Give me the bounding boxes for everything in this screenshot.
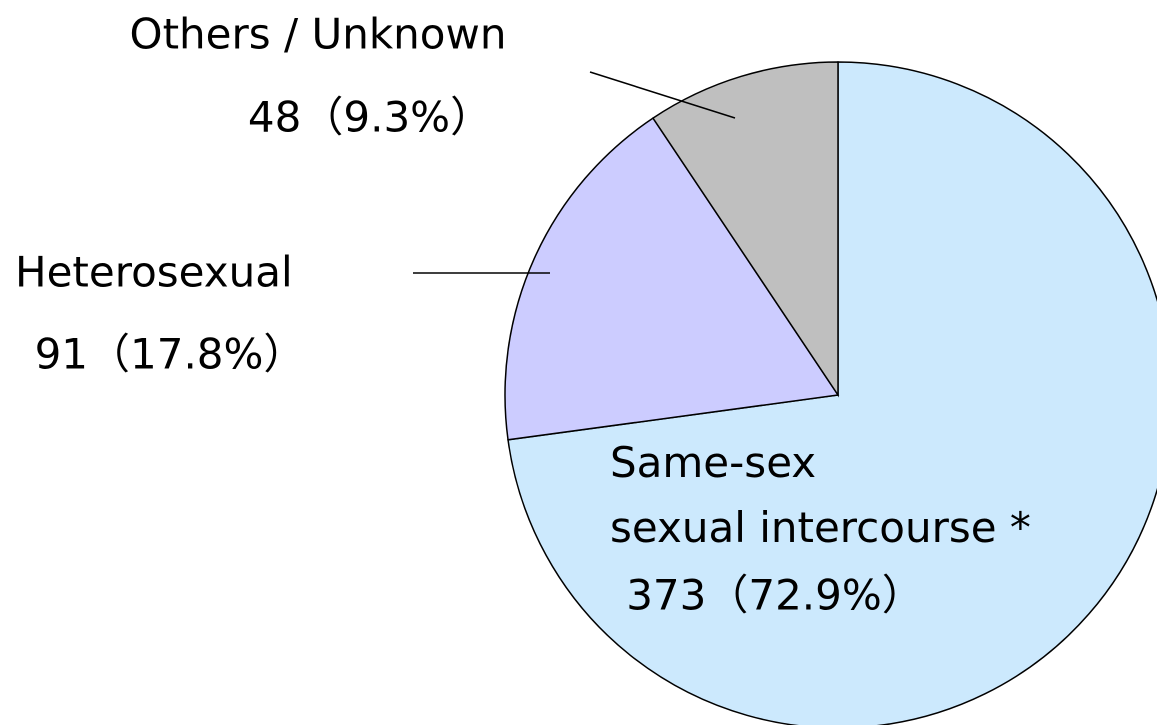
leader-line — [589, 71, 736, 119]
pie-slice — [651, 61, 839, 398]
category-label: Heterosexual — [15, 248, 293, 297]
value-label: 373（72.9%） — [626, 571, 924, 620]
value-label: 48（9.3%） — [248, 93, 492, 142]
value-label: 91（17.8%） — [35, 330, 306, 379]
pie-slice — [504, 117, 840, 441]
pie-slice — [507, 61, 1157, 725]
category-label: Same-sex sexual intercourse * — [610, 438, 1031, 552]
category-label: Others / Unknown — [130, 10, 507, 59]
